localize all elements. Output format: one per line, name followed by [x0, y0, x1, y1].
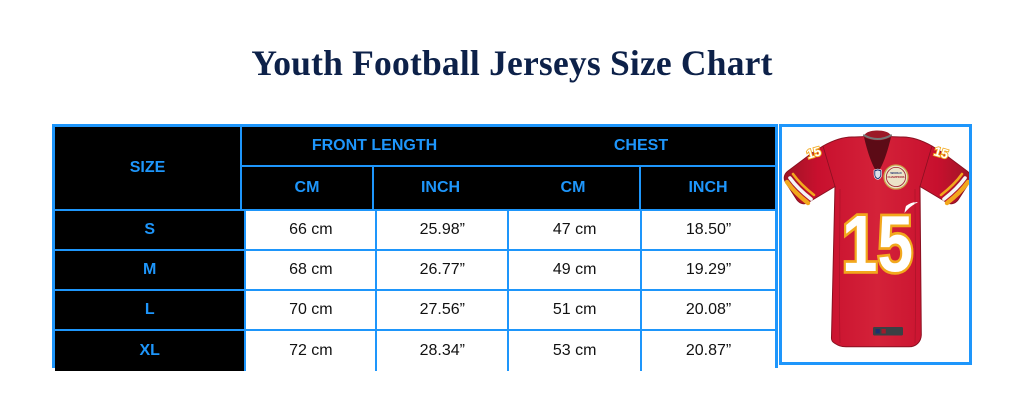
- svg-text:CHAMPIONS: CHAMPIONS: [887, 175, 904, 179]
- svg-text:15: 15: [842, 199, 913, 288]
